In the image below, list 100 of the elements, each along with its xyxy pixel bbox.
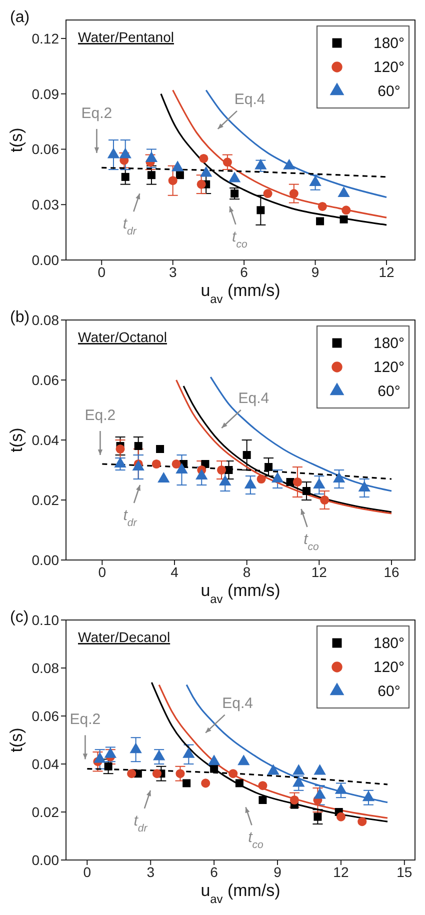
point	[147, 171, 156, 180]
point	[152, 769, 162, 778]
point	[290, 795, 299, 805]
annotation: Eq.4	[238, 390, 270, 407]
annotation: t$_{dr}$	[122, 216, 137, 238]
point	[338, 186, 350, 198]
chart-title: (a)	[10, 9, 30, 26]
point	[104, 762, 112, 770]
x-tick-label: 9	[274, 864, 282, 880]
y-tick-label: 0.09	[32, 86, 60, 102]
legend-label: 120°	[373, 659, 405, 676]
point	[336, 812, 346, 822]
point	[258, 796, 267, 804]
point	[271, 472, 284, 483]
point	[219, 474, 232, 486]
point	[119, 148, 132, 158]
point	[313, 478, 326, 489]
point	[94, 752, 106, 763]
annotation: Water/Pentanol	[78, 29, 174, 45]
y-tick-label: 0.06	[32, 372, 60, 388]
legend-label: 120°	[373, 359, 405, 376]
point	[320, 495, 330, 505]
y-tick-label: 0.03	[32, 196, 60, 213]
point	[176, 462, 188, 474]
legend-label: 180°	[373, 635, 405, 652]
point	[217, 465, 226, 475]
x-tick-label: 15	[396, 864, 412, 880]
chart-title: (c)	[10, 609, 29, 626]
point	[258, 781, 268, 790]
point	[196, 468, 208, 480]
point	[318, 202, 327, 211]
point	[263, 189, 272, 198]
x-tick-label: 12	[378, 264, 395, 280]
y-tick-label: 0.06	[32, 708, 60, 724]
y-tick-label: 0.02	[32, 492, 60, 508]
x-tick-label: 0	[98, 564, 106, 580]
point	[292, 477, 302, 487]
x-tick-label: 6	[210, 864, 218, 880]
x-tick-label: 0	[98, 264, 106, 280]
x-tick-label: 0	[83, 864, 92, 880]
x-axis-title: u$_{av}$ (mm/s)	[200, 581, 280, 606]
point	[201, 778, 210, 788]
x-tick-label: 8	[242, 564, 251, 580]
point	[283, 158, 296, 170]
point	[228, 172, 241, 182]
point	[114, 456, 126, 468]
point	[196, 180, 206, 189]
point	[182, 747, 195, 758]
y-tick-label: 0.00	[32, 552, 60, 568]
annotation: Eq.2	[70, 711, 101, 728]
y-tick-label: 0.08	[32, 660, 60, 676]
point	[130, 742, 142, 754]
point	[152, 750, 166, 760]
annotation: Water/Octanol	[78, 329, 167, 345]
x-tick-label: 3	[168, 264, 177, 280]
x-tick-label: 16	[384, 564, 400, 580]
point	[210, 764, 218, 773]
annotation: Water/Decanol	[78, 629, 170, 645]
x-tick-label: 4	[170, 564, 179, 580]
y-tick-label: 0.12	[32, 30, 60, 46]
point	[254, 158, 267, 170]
x-tick-label: 6	[240, 264, 248, 280]
point	[145, 151, 158, 162]
point	[235, 779, 244, 788]
point	[292, 764, 305, 775]
point	[309, 175, 322, 186]
point	[208, 754, 220, 766]
point	[121, 172, 130, 181]
y-tick-label: 0.10	[32, 612, 60, 628]
legend-label: 180°	[373, 335, 405, 352]
point	[314, 764, 326, 775]
annotation: Eq.4	[222, 694, 254, 712]
point	[200, 166, 212, 177]
annotation: Eq.2	[81, 104, 112, 122]
y-axis-title: t(s)	[7, 728, 26, 752]
point	[314, 812, 322, 821]
legend-label: 60°	[378, 83, 400, 100]
y-axis-title: t(s)	[7, 428, 26, 452]
legend-label: 180°	[373, 35, 405, 52]
annotation: t$_{dr}$	[134, 812, 148, 834]
point	[116, 444, 125, 454]
point	[172, 160, 184, 172]
x-axis-title: u$_{av}$ (mm/s)	[200, 281, 280, 306]
annotation: Eq.4	[234, 90, 266, 108]
point	[302, 487, 311, 495]
point	[342, 206, 351, 215]
legend-label: 120°	[373, 59, 405, 76]
point	[176, 171, 184, 180]
y-tick-label: 0.04	[32, 432, 60, 448]
y-tick-label: 0.04	[32, 756, 60, 772]
point	[242, 451, 251, 459]
point	[316, 217, 324, 226]
legend-label: 60°	[378, 383, 400, 400]
point	[228, 769, 238, 778]
legend-label: 60°	[378, 683, 400, 700]
point	[172, 459, 181, 469]
point	[176, 769, 185, 778]
point	[256, 206, 265, 214]
point	[256, 474, 266, 484]
annotation: Eq.2	[84, 407, 116, 424]
